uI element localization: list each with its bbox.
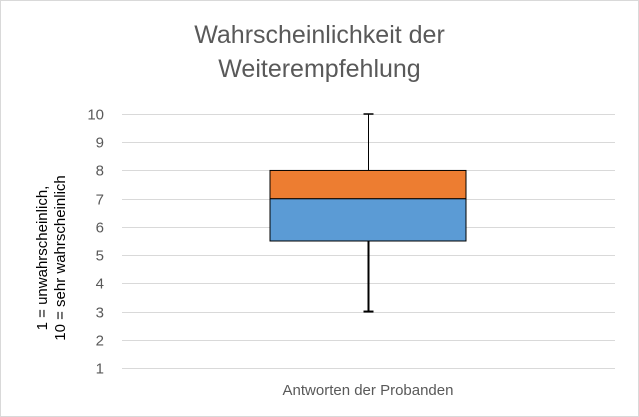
y-tick-label: 2 — [96, 333, 104, 350]
lower-box — [269, 198, 467, 242]
box-plot — [269, 113, 467, 313]
x-category-label: Antworten der Probanden — [283, 382, 454, 399]
chart-title-line-2: Weiterempfehlung — [218, 55, 421, 83]
y-tick-label: 3 — [96, 305, 104, 322]
y-tick-label: 7 — [96, 192, 104, 209]
y-tick-label: 1 — [96, 361, 104, 378]
y-tick-label: 4 — [96, 276, 104, 293]
y-tick-label: 5 — [96, 248, 104, 265]
y-tick-labels: 1 2 3 4 5 6 7 8 9 10 — [87, 107, 104, 378]
y-tick-label: 8 — [96, 163, 104, 180]
chart-title: Wahrscheinlichkeit der Weiterempfehlung — [0, 18, 639, 86]
y-tick-label: 10 — [87, 107, 104, 124]
chart-title-line-1: Wahrscheinlichkeit der — [194, 21, 445, 49]
upper-box — [269, 169, 467, 200]
y-tick-label: 6 — [96, 220, 104, 237]
y-tick-label: 9 — [96, 135, 104, 152]
